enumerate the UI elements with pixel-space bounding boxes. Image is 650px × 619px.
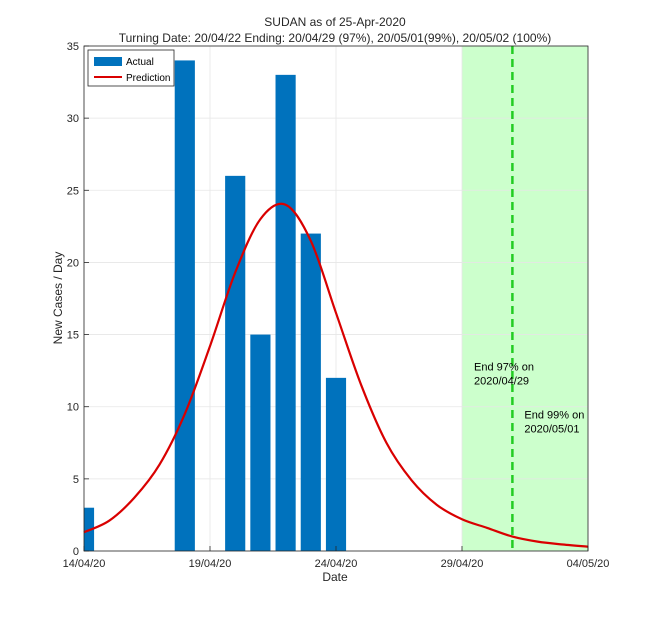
legend-label-prediction: Prediction: [126, 73, 170, 84]
y-tick-label: 35: [67, 41, 79, 53]
x-tick-label: 19/04/20: [189, 558, 232, 570]
chart-subtitle: Turning Date: 20/04/22 Ending: 20/04/29 …: [119, 31, 552, 45]
annotation-text: End 97% on: [474, 362, 534, 374]
annotation-text: End 99% on: [524, 409, 584, 421]
bar-actual: [174, 60, 195, 552]
bar-actual: [325, 377, 347, 551]
bar-actual: [225, 175, 246, 551]
x-axis-label: Date: [322, 570, 348, 584]
y-tick-label: 0: [73, 546, 79, 558]
x-tick-label: 24/04/20: [315, 558, 358, 570]
y-tick-label: 25: [67, 185, 79, 197]
y-tick-label: 15: [67, 330, 79, 342]
chart-title: SUDAN as of 25-Apr-2020: [264, 15, 406, 29]
annotation-text: 2020/04/29: [474, 376, 529, 388]
y-tick-label: 30: [67, 113, 79, 125]
y-tick-label: 10: [67, 402, 79, 414]
y-tick-label: 5: [73, 474, 79, 486]
prediction-line: [83, 202, 589, 548]
bar-actual: [300, 233, 321, 552]
y-tick-label: 20: [67, 257, 79, 269]
annotation-text: 2020/05/01: [524, 423, 579, 435]
legend: Actual Prediction: [87, 49, 175, 87]
bar-actual: [275, 74, 296, 551]
legend-swatch-actual: [94, 57, 122, 66]
legend-box: [87, 49, 175, 87]
forecast-shaded-region: [462, 46, 588, 551]
y-axis-label: New Cases / Day: [51, 252, 65, 345]
x-tick-label: 29/04/20: [441, 558, 484, 570]
legend-label-actual: Actual: [126, 57, 154, 68]
x-tick-label: 14/04/20: [63, 558, 106, 570]
x-tick-label: 04/05/20: [567, 558, 610, 570]
bar-actual: [250, 334, 271, 551]
